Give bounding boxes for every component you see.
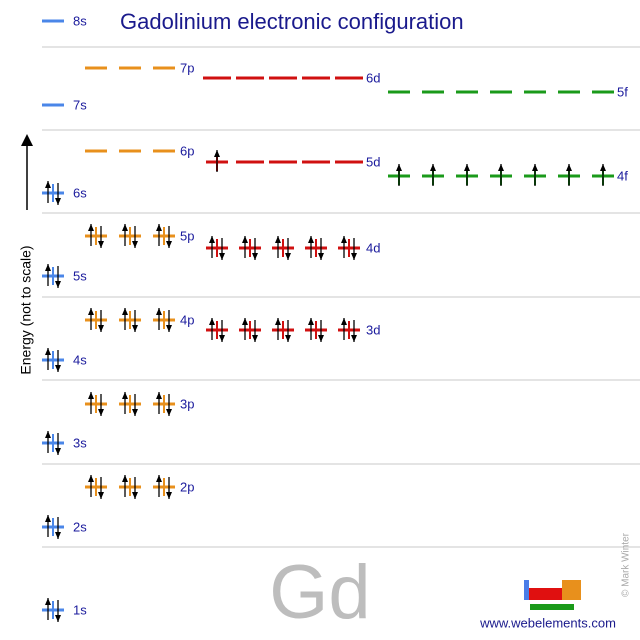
electron-head bbox=[45, 348, 51, 355]
electron-head bbox=[98, 325, 104, 332]
electron-head bbox=[341, 318, 347, 325]
electron-head bbox=[45, 264, 51, 271]
electron-head bbox=[55, 198, 61, 205]
electron-head bbox=[219, 253, 225, 260]
electron-head bbox=[252, 253, 258, 260]
orbital-label: 6d bbox=[366, 70, 380, 85]
electron-head bbox=[351, 253, 357, 260]
orbital-label: 5d bbox=[366, 154, 380, 169]
electron-head bbox=[122, 308, 128, 315]
logo-f-block bbox=[530, 604, 574, 610]
electron-head bbox=[45, 431, 51, 438]
electron-head bbox=[122, 475, 128, 482]
electron-head bbox=[242, 236, 248, 243]
electron-head bbox=[219, 335, 225, 342]
electron-head bbox=[98, 409, 104, 416]
orbital-label: 4p bbox=[180, 312, 194, 327]
electron-head bbox=[88, 392, 94, 399]
orbital-label: 5s bbox=[73, 268, 87, 283]
electron-head bbox=[275, 236, 281, 243]
orbitals: 8s 7p 6d 5f 7s 6p 5d 4f 6s 5p 4d 5s 4p 3d 4s 3p 3s 2p 2s 1s bbox=[42, 13, 628, 622]
orbital-label: 5f bbox=[617, 84, 628, 99]
orbital-label: 6p bbox=[180, 143, 194, 158]
logo-p-block bbox=[562, 580, 581, 600]
electron-head bbox=[55, 281, 61, 288]
electron-head bbox=[209, 236, 215, 243]
electron-head bbox=[88, 475, 94, 482]
electron-head bbox=[318, 335, 324, 342]
electron-head bbox=[88, 224, 94, 231]
electron-head bbox=[285, 335, 291, 342]
orbital-label: 8s bbox=[73, 13, 87, 28]
electron-head bbox=[275, 318, 281, 325]
electron-head bbox=[55, 615, 61, 622]
electron-head bbox=[464, 164, 470, 171]
electron-head bbox=[308, 236, 314, 243]
electron-head bbox=[166, 325, 172, 332]
electron-head bbox=[252, 335, 258, 342]
orbital-label: 7p bbox=[180, 60, 194, 75]
electron-head bbox=[132, 241, 138, 248]
separators bbox=[42, 46, 640, 548]
electron-head bbox=[45, 598, 51, 605]
orbital-label: 3p bbox=[180, 396, 194, 411]
electron-head bbox=[122, 392, 128, 399]
electron-head bbox=[88, 308, 94, 315]
electron-head bbox=[132, 325, 138, 332]
electron-head bbox=[341, 236, 347, 243]
electron-head bbox=[242, 318, 248, 325]
orbital-label: 2p bbox=[180, 479, 194, 494]
electron-head bbox=[55, 365, 61, 372]
electron-head bbox=[318, 253, 324, 260]
electron-head bbox=[209, 318, 215, 325]
electron-head bbox=[285, 253, 291, 260]
electron-head bbox=[45, 181, 51, 188]
electron-head bbox=[430, 164, 436, 171]
electron-head bbox=[98, 492, 104, 499]
element-symbol: Gd bbox=[269, 550, 370, 635]
electron-head bbox=[55, 448, 61, 455]
orbital-label: 4d bbox=[366, 240, 380, 255]
title: Gadolinium electronic configuration bbox=[120, 9, 464, 34]
electron-head bbox=[132, 492, 138, 499]
electron-head bbox=[98, 241, 104, 248]
copyright: © Mark Winter bbox=[621, 532, 632, 597]
electron-head bbox=[396, 164, 402, 171]
electron-head bbox=[45, 515, 51, 522]
electron-head bbox=[214, 150, 220, 157]
electron-head bbox=[166, 241, 172, 248]
electron-head bbox=[156, 308, 162, 315]
website[interactable]: www.webelements.com bbox=[479, 615, 616, 630]
electron-head bbox=[156, 392, 162, 399]
electron-head bbox=[308, 318, 314, 325]
orbital-label: 1s bbox=[73, 602, 87, 617]
electron-head bbox=[600, 164, 606, 171]
orbital-label: 3s bbox=[73, 435, 87, 450]
orbital-label: 6s bbox=[73, 185, 87, 200]
electron-head bbox=[122, 224, 128, 231]
electron-head bbox=[156, 475, 162, 482]
electron-head bbox=[166, 492, 172, 499]
orbital-label: 4f bbox=[617, 168, 628, 183]
logo-s-block bbox=[524, 580, 529, 600]
electron-head bbox=[156, 224, 162, 231]
orbital-label: 5p bbox=[180, 228, 194, 243]
electron-head bbox=[498, 164, 504, 171]
electron-head bbox=[351, 335, 357, 342]
orbital-label: 3d bbox=[366, 322, 380, 337]
electron-head bbox=[55, 532, 61, 539]
logo-d-block bbox=[529, 588, 562, 600]
electron-head bbox=[566, 164, 572, 171]
axis-label: Energy (not to scale) bbox=[18, 245, 34, 374]
orbital-label: 2s bbox=[73, 519, 87, 534]
electron-head bbox=[132, 409, 138, 416]
orbital-label: 4s bbox=[73, 352, 87, 367]
logo bbox=[524, 580, 581, 610]
electron-head bbox=[166, 409, 172, 416]
orbital-label: 7s bbox=[73, 97, 87, 112]
electron-head bbox=[532, 164, 538, 171]
